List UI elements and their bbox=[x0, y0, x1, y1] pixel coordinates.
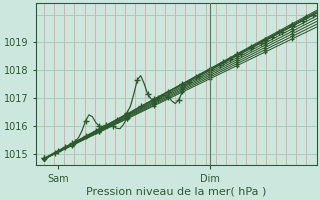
X-axis label: Pression niveau de la mer( hPa ): Pression niveau de la mer( hPa ) bbox=[86, 187, 266, 197]
